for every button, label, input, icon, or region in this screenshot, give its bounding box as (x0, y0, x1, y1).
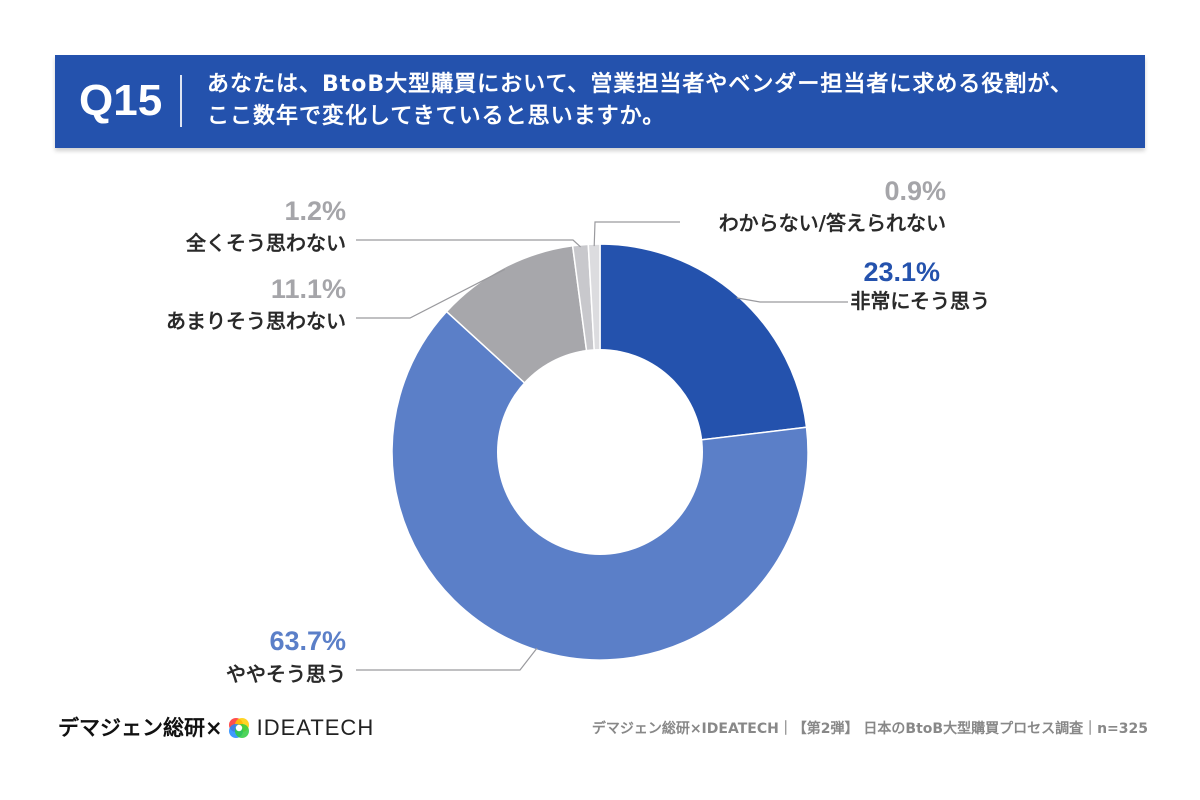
donut-hole (497, 349, 703, 555)
leader-not-at-all (356, 239, 582, 248)
brand-logo: デマジェン総研× IDEATECH (58, 713, 374, 743)
cat-label-dont-know: わからない/答えられない (719, 211, 946, 235)
header-divider (180, 75, 182, 127)
leader-very-much (736, 297, 848, 303)
question-line-1: あなたは、BtoB大型購買において、営業担当者やベンダー担当者に求める役割が、 (207, 72, 1073, 97)
leader-not-much (356, 268, 506, 319)
brand-name: デマジェン総研× (58, 716, 223, 740)
pct-label-not-at-all: 1.2% (284, 196, 346, 226)
cat-label-not-much: あまりそう思わない (166, 309, 346, 333)
cat-label-somewhat: ややそう思う (226, 662, 346, 686)
ideatech-logo-icon (228, 718, 249, 738)
leader-lines (356, 221, 848, 671)
question-text: あなたは、BtoB大型購買において、営業担当者やベンダー担当者に求める役割が、 … (207, 69, 1137, 133)
question-header: Q15 あなたは、BtoB大型購買において、営業担当者やベンダー担当者に求める役… (55, 55, 1145, 148)
question-number: Q15 (79, 76, 163, 125)
pct-label-somewhat: 63.7% (269, 626, 346, 656)
pct-label-dont-know: 0.9% (884, 176, 946, 206)
leader-somewhat (356, 647, 538, 671)
pct-label-very-much: 23.1% (863, 257, 940, 287)
cat-label-very-much: 非常にそう思う (850, 289, 990, 313)
source-note: デマジェン総研×IDEATECH｜【第2弾】 日本のBtoB大型購買プロセス調査… (591, 721, 1148, 737)
pct-label-not-much: 11.1% (271, 274, 346, 304)
brand-ideatech: IDEATECH (256, 715, 375, 740)
question-line-2: ここ数年で変化してきていると思いますか。 (207, 104, 666, 129)
leader-dont-know (593, 221, 680, 247)
cat-label-not-at-all: 全くそう思わない (185, 231, 346, 255)
